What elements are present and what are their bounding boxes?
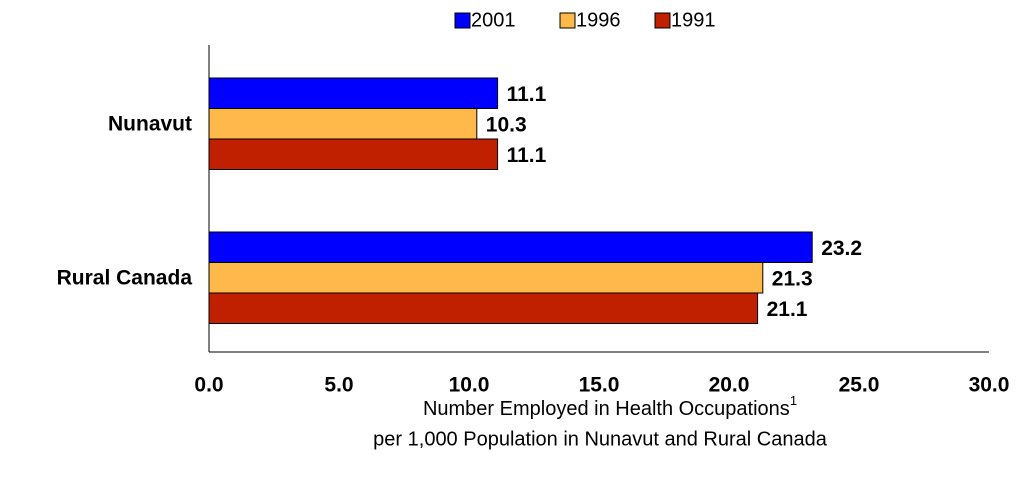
bar bbox=[208, 138, 499, 170]
data-label: 10.3 bbox=[486, 113, 527, 136]
x-axis-label-line: Number Employed in Health Occupations bbox=[423, 398, 790, 420]
x-tick-label: 25.0 bbox=[839, 374, 880, 397]
bar bbox=[208, 262, 764, 294]
bar bbox=[208, 231, 813, 263]
x-axis-label: per 1,000 Population in Nunavut and Rura… bbox=[373, 428, 828, 450]
data-label: 11.1 bbox=[507, 83, 547, 106]
x-tick-label: 10.0 bbox=[449, 374, 490, 397]
legend-swatch bbox=[654, 12, 671, 29]
legend-swatch bbox=[559, 12, 576, 29]
data-label: 11.1 bbox=[507, 144, 547, 167]
x-tick-label: 20.0 bbox=[709, 374, 750, 397]
data-label: 23.2 bbox=[821, 237, 862, 260]
bar bbox=[208, 77, 499, 109]
legend-swatch bbox=[454, 12, 471, 29]
legend-label: 2001 bbox=[471, 9, 516, 31]
x-axis-label: Number Employed in Health Occupations1 bbox=[423, 393, 797, 420]
bar bbox=[208, 108, 478, 140]
legend-label: 1991 bbox=[671, 9, 716, 31]
data-label: 21.1 bbox=[767, 298, 808, 321]
x-tick-label: 0.0 bbox=[194, 374, 223, 397]
x-tick-label: 30.0 bbox=[969, 374, 1010, 397]
x-tick-label: 5.0 bbox=[324, 374, 353, 397]
category-label: Rural Canada bbox=[57, 266, 193, 289]
legend-label: 1996 bbox=[576, 9, 621, 31]
footnote-marker: 1 bbox=[790, 393, 797, 408]
category-label: Nunavut bbox=[108, 112, 192, 135]
data-label: 21.3 bbox=[772, 267, 813, 290]
x-tick-label: 15.0 bbox=[579, 374, 620, 397]
bar bbox=[208, 292, 759, 324]
